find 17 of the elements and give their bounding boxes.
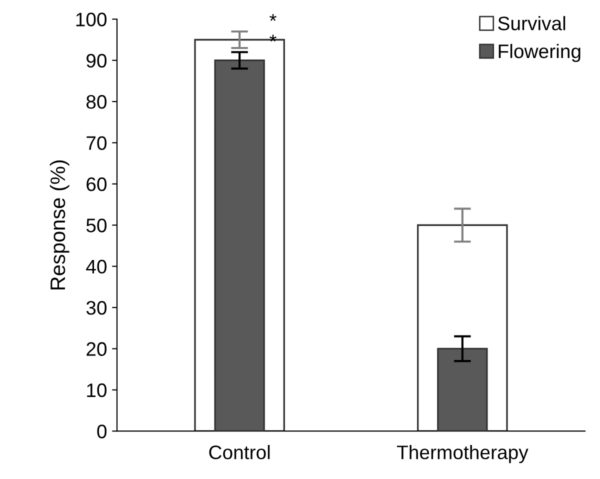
- legend-label: Flowering: [498, 44, 580, 62]
- y-tick-label: 60: [86, 177, 107, 192]
- y-tick-label: 10: [87, 383, 107, 398]
- x-tick-label: Thermotherapy: [396, 444, 528, 464]
- y-tick-label: 20: [86, 342, 107, 356]
- annotation: *: [270, 14, 276, 21]
- y-tick-label: 0: [97, 424, 107, 438]
- y-tick-label: 90: [86, 54, 107, 68]
- y-tick-label: 80: [86, 95, 107, 109]
- y-tick-label: 50: [86, 218, 107, 232]
- y-tick-label: 100: [76, 12, 107, 26]
- x-tick-label: Control: [209, 444, 270, 460]
- y-tick-label: 30: [86, 300, 107, 315]
- y-tick-label: 70: [86, 136, 107, 150]
- y-tick-label: 40: [86, 260, 107, 274]
- y-axis-title: Response (%): [50, 160, 70, 290]
- legend-label: Survival: [498, 16, 566, 30]
